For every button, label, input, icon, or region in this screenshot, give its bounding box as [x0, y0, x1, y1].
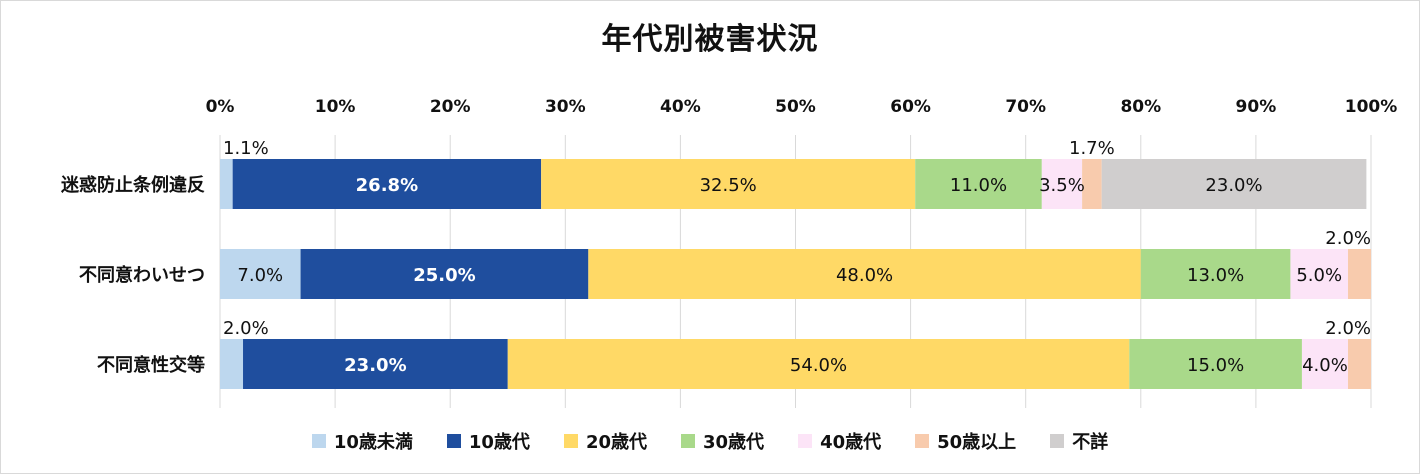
legend-label: 30歳代 — [703, 432, 765, 453]
legend-item: 20歳代 — [563, 428, 647, 454]
legend-label: 50歳以上 — [937, 432, 1017, 453]
legend-item: 50歳以上 — [915, 428, 1016, 454]
bar-segment — [1347, 339, 1371, 389]
data-label: 2.0% — [223, 318, 269, 339]
x-tick-label: 50% — [775, 97, 816, 117]
data-label: 4.0% — [1302, 355, 1348, 376]
legend-label: 不詳 — [1072, 432, 1109, 453]
legend-label: 40歳代 — [820, 432, 882, 453]
bar-segment — [1140, 249, 1291, 299]
bar-segment — [541, 159, 916, 209]
bar-segment — [220, 339, 244, 389]
x-tick-label: 10% — [315, 97, 356, 117]
legend-swatch — [798, 434, 813, 448]
data-label: 26.8% — [356, 175, 418, 196]
legend-item: 40歳代 — [798, 428, 881, 454]
legend-swatch — [1050, 434, 1065, 448]
x-tick-label: 30% — [545, 97, 586, 117]
bar-segment — [243, 339, 508, 389]
data-label: 48.0% — [836, 265, 893, 286]
data-label: 3.5% — [1039, 175, 1085, 196]
x-tick-label: 100% — [1345, 97, 1398, 117]
x-tick-label: 70% — [1005, 97, 1046, 117]
data-label: 54.0% — [790, 355, 847, 376]
bar-segment — [1082, 159, 1102, 209]
category-label: 不同意性交等 — [97, 354, 205, 376]
legend-swatch — [563, 434, 578, 448]
data-label: 2.0% — [1325, 318, 1371, 339]
bar-segment — [507, 339, 1130, 389]
data-label: 1.7% — [1069, 138, 1115, 159]
x-tick-label: 90% — [1236, 97, 1277, 117]
data-label: 1.1% — [223, 138, 269, 159]
legend-swatch — [681, 434, 695, 448]
legend-item: 10歳代 — [446, 428, 530, 454]
chart-legend: 10歳未満 10歳代 20歳代 30歳代 40歳代 50歳以上 不詳 — [0, 428, 1420, 454]
bar-segment — [1301, 339, 1348, 389]
category-label: 不同意わいせつ — [79, 264, 205, 286]
bar-segment — [1041, 159, 1083, 209]
bar-segment — [915, 159, 1042, 209]
chart-title: 年代別被害状況 — [601, 22, 819, 57]
data-label: 15.0% — [1187, 355, 1244, 376]
bar-segment — [220, 249, 301, 299]
data-label: 2.0% — [1325, 228, 1371, 249]
bar-segment — [220, 159, 233, 209]
legend-swatch — [915, 434, 930, 448]
x-tick-label: 80% — [1120, 97, 1161, 117]
data-label: 25.0% — [413, 265, 475, 286]
data-label: 32.5% — [700, 175, 757, 196]
data-label: 13.0% — [1187, 265, 1244, 286]
bar-segment — [232, 159, 542, 209]
x-tick-label: 0% — [206, 97, 235, 117]
legend-swatch — [446, 434, 461, 448]
data-label: 23.0% — [344, 355, 406, 376]
data-label: 11.0% — [950, 175, 1007, 196]
x-tick-label: 20% — [430, 97, 471, 117]
legend-item: 10歳未満 — [311, 428, 413, 454]
legend-label: 10歳代 — [468, 432, 530, 453]
data-label: 23.0% — [1205, 175, 1262, 196]
bar-segment — [588, 249, 1141, 299]
bar-segment — [1101, 159, 1367, 209]
legend-label: 20歳代 — [585, 432, 647, 453]
category-label: 迷惑防止条例違反 — [60, 174, 205, 196]
bar-segment — [1347, 249, 1371, 299]
x-tick-label: 40% — [660, 97, 701, 117]
legend-swatch — [311, 434, 326, 448]
bar-segment — [1129, 339, 1302, 389]
bar-segment — [300, 249, 589, 299]
data-label: 5.0% — [1296, 265, 1342, 286]
bar-segment — [1290, 249, 1348, 299]
x-tick-label: 60% — [890, 97, 931, 117]
legend-item: 不詳 — [1050, 428, 1108, 454]
legend-label: 10歳未満 — [333, 432, 413, 453]
data-label: 7.0% — [237, 265, 283, 286]
legend-item: 30歳代 — [681, 428, 764, 454]
